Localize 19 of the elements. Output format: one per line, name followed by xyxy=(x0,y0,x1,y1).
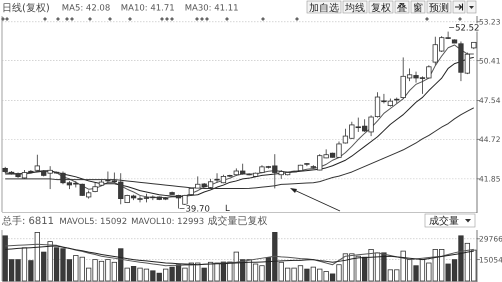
chart-title: 日线(复权) xyxy=(2,2,50,14)
candlestick xyxy=(34,154,40,171)
text: 窗 xyxy=(413,2,423,14)
text: 成交量 xyxy=(429,215,459,227)
text: 加自选 xyxy=(309,2,339,14)
text: MA5: 42.08 xyxy=(62,4,110,14)
text: 均线 xyxy=(344,2,365,14)
annotation: L xyxy=(225,204,230,214)
text: 复权 xyxy=(371,2,391,14)
candlestick xyxy=(92,182,98,193)
annotation: 39.70 xyxy=(186,204,210,215)
text: 叠 xyxy=(397,3,407,14)
text: 成交量已复权 xyxy=(208,215,268,227)
text: 总手: 6811 xyxy=(1,215,54,227)
text: MAVOL10: 12993 xyxy=(131,217,204,227)
text: MA10: 41.71 xyxy=(120,4,175,14)
text: 预测 xyxy=(429,2,449,14)
text: MA30: 41.11 xyxy=(184,4,239,14)
text: MAVOL5: 15092 xyxy=(59,217,128,227)
